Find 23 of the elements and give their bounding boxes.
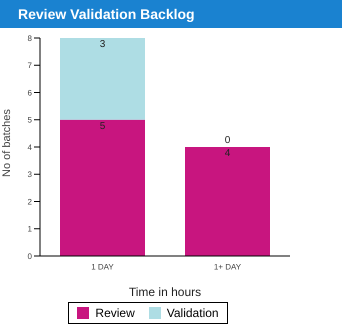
- x-tick-label: 1 DAY: [91, 262, 114, 272]
- data-label: 3: [100, 39, 106, 50]
- y-tick-label: 6: [28, 88, 33, 98]
- x-axis-title: Time in hours: [128, 285, 202, 299]
- y-tick-label: 3: [28, 170, 33, 180]
- y-tick-label: 2: [28, 197, 33, 206]
- y-tick-label: 0: [28, 252, 33, 261]
- y-tick-label: 8: [28, 34, 33, 43]
- bar: [60, 120, 145, 256]
- data-label: 5: [100, 120, 106, 132]
- y-tick-label: 4: [28, 142, 33, 152]
- y-tick-label: 1: [28, 224, 33, 234]
- x-tick-label: 1+ DAY: [214, 262, 242, 272]
- y-tick-label: 5: [28, 116, 33, 125]
- data-label: 4: [224, 148, 231, 159]
- bar: [60, 38, 145, 120]
- y-axis-title: No of batches: [0, 108, 13, 177]
- y-tick-label: 7: [28, 61, 33, 70]
- legend-label: Validation: [166, 306, 219, 320]
- chart-title: Review Validation Backlog: [0, 0, 342, 28]
- data-label: 0: [224, 135, 231, 146]
- bar: [185, 147, 270, 256]
- legend-label: Review: [95, 306, 135, 320]
